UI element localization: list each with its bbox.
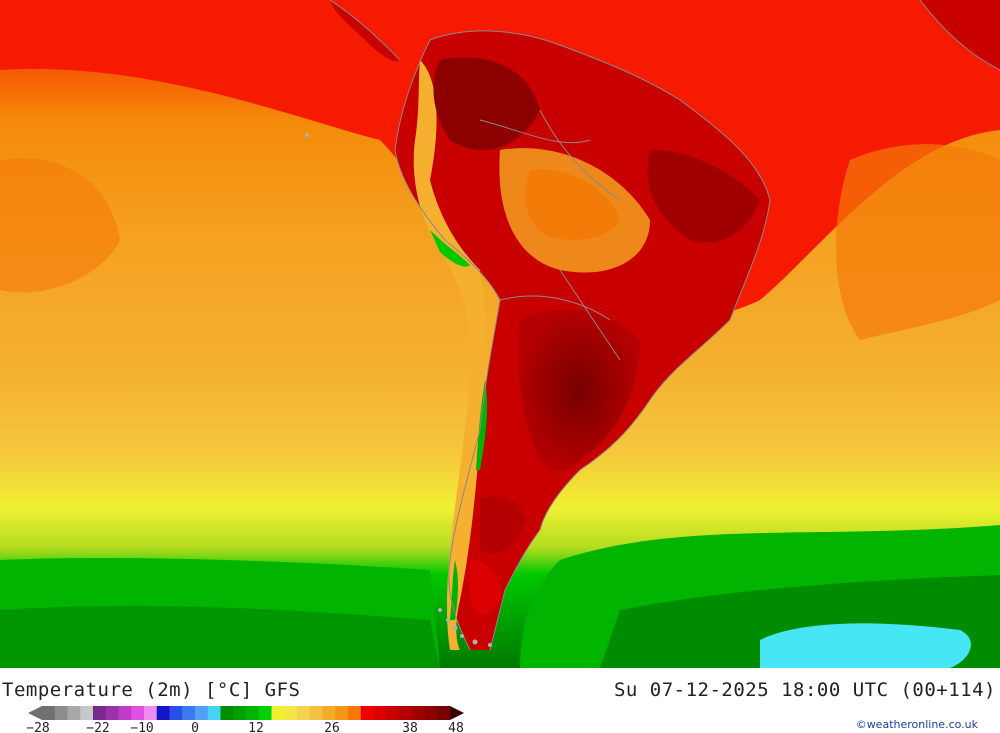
legend-tick-label: 0 [191,721,199,733]
legend-color-cell [105,706,119,720]
legend-color-cell [399,706,413,720]
legend-color-cell [182,706,196,720]
legend-color-cell [335,706,349,720]
legend-color-cell [80,706,94,720]
legend-color-cell [118,706,132,720]
legend-color-cell [271,706,285,720]
legend-color-cell [360,706,374,720]
legend-color-cell [195,706,209,720]
legend-arrow-right [450,706,464,720]
legend-tick-label: −10 [130,721,153,733]
legend-tick-label: 26 [324,721,340,733]
footer [0,668,1000,733]
legend-color-scale [28,706,464,720]
legend-color-cell [54,706,68,720]
map-title: Temperature (2m) [°C] GFS [2,679,301,701]
legend-tick-label: 38 [402,721,418,733]
legend-tick-label: −22 [86,721,109,733]
color-legend: −28 −22 −10 0 12 26 38 48 [26,706,464,733]
legend-color-cell [67,706,81,720]
legend-color-cell [169,706,183,720]
credit-link[interactable]: ©weatheronline.co.uk [855,718,978,731]
legend-color-cell [42,706,56,720]
legend-arrow-left [28,706,42,720]
legend-color-cell [144,706,158,720]
legend-color-cell [424,706,438,720]
legend-color-cell [284,706,298,720]
legend-color-cell [386,706,400,720]
legend-color-cell [246,706,260,720]
legend-color-cell [411,706,425,720]
legend-color-cell [258,706,272,720]
temperature-map [0,0,1000,668]
valid-time: Su 07-12-2025 18:00 UTC (00+114) [613,679,996,701]
legend-tick-label: 12 [248,721,264,733]
legend-color-cell [322,706,336,720]
legend-tick-label: 48 [448,721,464,733]
legend-color-cell [309,706,323,720]
legend-color-cell [207,706,221,720]
legend-tick-labels: −28 −22 −10 0 12 26 38 48 [26,721,464,733]
legend-color-cell [131,706,145,720]
legend-color-cell [348,706,362,720]
legend-color-cell [233,706,247,720]
legend-color-cell [156,706,170,720]
legend-color-cell [220,706,234,720]
legend-tick-label: −28 [26,721,49,733]
legend-color-cell [297,706,311,720]
legend-color-cell [93,706,107,720]
legend-color-cell [373,706,387,720]
legend-color-cell [437,706,451,720]
